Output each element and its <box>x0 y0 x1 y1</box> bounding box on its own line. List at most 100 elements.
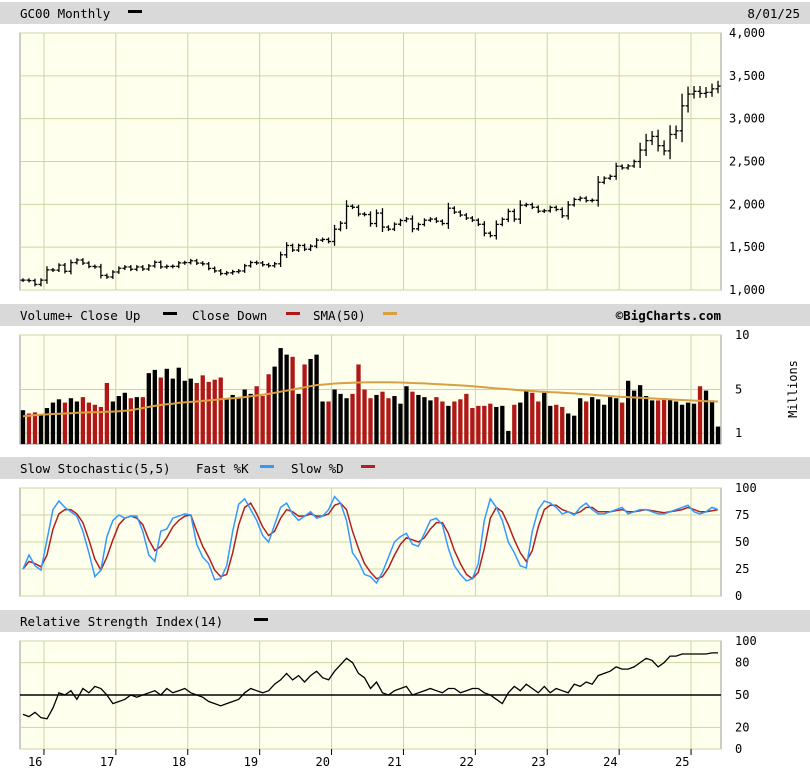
volume-bar <box>691 403 697 444</box>
fast-k-label: Fast %K <box>196 461 249 476</box>
volume-bar <box>110 401 116 444</box>
volume-bar <box>667 399 673 444</box>
volume-bar <box>625 380 631 444</box>
volume-bar <box>703 390 709 444</box>
volume-bar <box>32 412 38 444</box>
x-tick-label: 22 <box>459 755 473 769</box>
volume-header-bar <box>0 304 810 326</box>
volume-bar <box>308 358 313 444</box>
y-tick-label: 3,500 <box>729 69 765 83</box>
volume-y-ticks: 10 5 1 <box>735 328 749 440</box>
volume-bar <box>524 390 529 444</box>
volume-bar <box>116 396 122 444</box>
volume-bar <box>134 397 139 444</box>
volume-bar <box>338 393 343 444</box>
volume-bar <box>206 381 211 444</box>
volume-bar <box>590 397 595 444</box>
volume-bar <box>38 414 44 444</box>
volume-bar <box>248 393 253 444</box>
volume-bar <box>518 402 523 444</box>
volume-gridlines <box>20 334 721 444</box>
x-tick-label: 25 <box>675 755 689 769</box>
volume-bar <box>68 398 74 444</box>
volume-bar <box>92 404 98 444</box>
volume-bar <box>649 400 655 444</box>
volume-bar <box>613 398 619 444</box>
volume-bar <box>470 408 475 444</box>
volume-bar <box>709 400 715 444</box>
volume-bar <box>458 399 463 444</box>
x-tick-label: 21 <box>387 755 401 769</box>
volume-bar <box>566 413 571 444</box>
fast-k-line <box>22 495 719 585</box>
volume-bar <box>392 396 397 444</box>
price-header-bar <box>0 2 810 24</box>
volume-bar <box>212 379 217 444</box>
date-label: 8/01/25 <box>747 6 800 21</box>
volume-bar <box>446 405 451 444</box>
volume-bar <box>140 397 145 444</box>
x-tick-label: 23 <box>531 755 545 769</box>
volume-bar <box>20 410 26 444</box>
volume-bar <box>302 364 307 444</box>
volume-bar <box>224 398 229 444</box>
volume-bar <box>374 394 379 444</box>
volume-bar <box>685 402 691 444</box>
volume-bar <box>422 397 427 444</box>
volume-bar <box>398 403 403 444</box>
volume-bar <box>314 354 319 444</box>
price-y-ticks: 4,000 3,500 3,000 2,500 2,000 1,500 1,000 <box>729 26 765 297</box>
x-tick-label: 18 <box>172 755 186 769</box>
volume-bar <box>176 367 181 444</box>
volume-bar <box>272 366 277 444</box>
stochastic-panel: Slow Stochastic(5,5) Fast %K Slow %D 100… <box>0 457 810 603</box>
volume-bar <box>506 430 511 444</box>
volume-bar <box>494 406 499 444</box>
volume-bar <box>673 401 679 444</box>
x-tick-label: 19 <box>244 755 258 769</box>
volume-bar <box>476 405 481 444</box>
price-panel: GC00 Monthly 8/01/25 4,000 3,500 3,000 2,50… <box>0 2 810 297</box>
volume-bar <box>536 401 541 444</box>
volume-bar <box>548 405 553 444</box>
volume-bar <box>386 398 391 444</box>
volume-bar <box>320 401 325 444</box>
sma-line <box>22 381 719 418</box>
volume-bar <box>152 369 157 444</box>
volume-down-swatch <box>286 312 300 315</box>
volume-bar <box>260 396 265 444</box>
volume-bar <box>104 382 110 444</box>
volume-bar <box>637 385 643 444</box>
volume-bar <box>230 394 235 444</box>
volume-bar <box>602 404 607 444</box>
volume-bar <box>188 378 193 444</box>
y-tick-label: 25 <box>735 562 749 576</box>
y-tick-label: 1,000 <box>729 283 765 297</box>
slow-d-swatch <box>361 465 375 468</box>
rsi-panel: Relative Strength Index(14) 100 80 50 20 0 <box>0 610 810 756</box>
volume-bar <box>266 374 271 444</box>
volume-bar <box>194 382 199 444</box>
y-tick-label: 50 <box>735 688 749 702</box>
rsi-swatch <box>254 618 268 621</box>
volume-bar <box>182 380 187 444</box>
volume-bar <box>74 401 80 444</box>
y-tick-label: 100 <box>735 634 757 648</box>
volume-label: Volume+ Close Up <box>20 308 140 323</box>
volume-bar <box>44 408 50 444</box>
volume-bar <box>128 398 133 444</box>
volume-bar <box>380 391 385 444</box>
x-tick-label: 16 <box>28 755 42 769</box>
volume-bar <box>512 404 517 444</box>
volume-bar <box>290 356 295 444</box>
volume-axis-title: Millions <box>786 360 800 418</box>
volume-bar <box>254 386 259 444</box>
volume-bar <box>356 364 361 444</box>
x-axis-ticks: 16 17 18 19 20 21 22 23 24 25 <box>28 749 692 769</box>
volume-bar <box>284 354 289 444</box>
stoch-gridlines <box>20 487 721 597</box>
rsi-line <box>22 652 718 720</box>
volume-bar <box>572 415 577 444</box>
volume-bar <box>404 386 409 444</box>
volume-bar <box>661 398 667 444</box>
